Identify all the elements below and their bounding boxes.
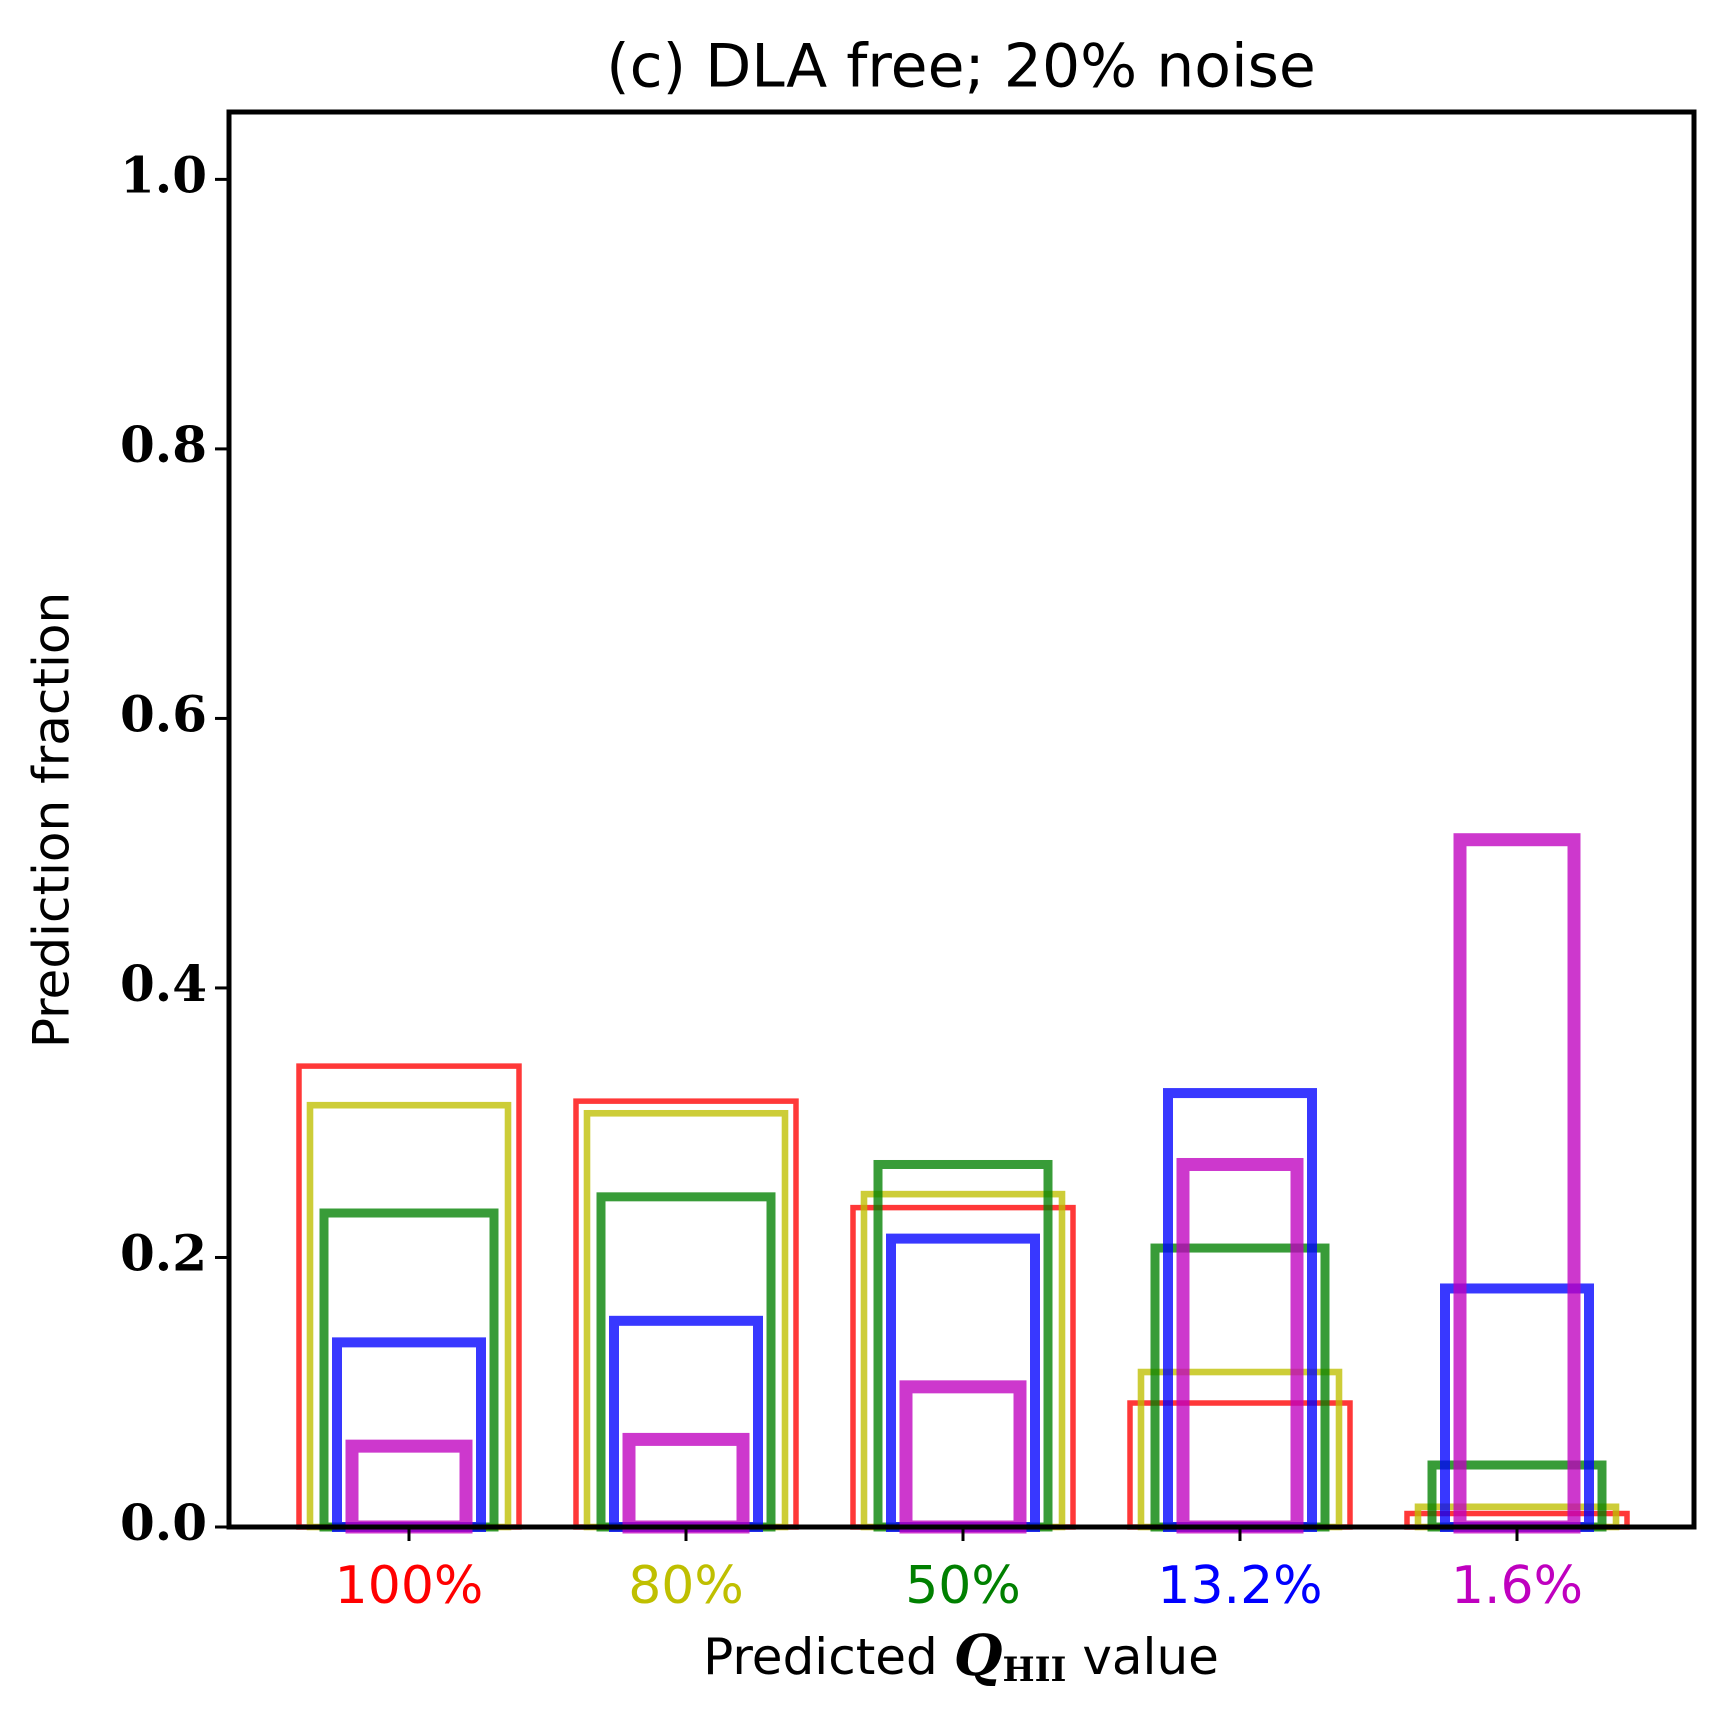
bar [609, 1315, 763, 1533]
bar [1453, 833, 1581, 1534]
bar [1176, 1157, 1304, 1534]
bar [622, 1432, 750, 1534]
x-axis-label: Predicted QHII value [703, 1623, 1219, 1690]
x-label-text [1066, 1628, 1082, 1686]
y-tick-label: 1.0 [120, 145, 207, 204]
x-tick-label: 100% [335, 1556, 484, 1616]
x-tick-label: 50% [905, 1556, 1021, 1616]
y-axis-label: Prediction fraction [23, 592, 81, 1048]
x-label-text: Predicted [703, 1628, 938, 1686]
bar [345, 1439, 473, 1534]
x-label-symbol: Q [954, 1623, 1003, 1689]
y-tick-label: 0.8 [120, 415, 207, 474]
x-label-text: value [1082, 1628, 1219, 1686]
chart-title: (c) DLA free; 20% noise [606, 32, 1316, 102]
bar [899, 1380, 1027, 1534]
bar [1440, 1283, 1594, 1532]
y-tick-label: 0.4 [120, 954, 207, 1013]
plot-frame [226, 109, 1697, 1530]
x-tick-label: 80% [628, 1556, 744, 1616]
y-tick-label: 0.0 [120, 1493, 207, 1552]
x-label-subscript: HII [1002, 1650, 1066, 1690]
y-tick-label: 0.6 [120, 684, 207, 743]
bar [332, 1337, 486, 1533]
x-tick-label: 1.6% [1451, 1556, 1583, 1616]
x-tick-label: 13.2% [1157, 1556, 1322, 1616]
y-tick-label: 0.2 [120, 1223, 207, 1282]
